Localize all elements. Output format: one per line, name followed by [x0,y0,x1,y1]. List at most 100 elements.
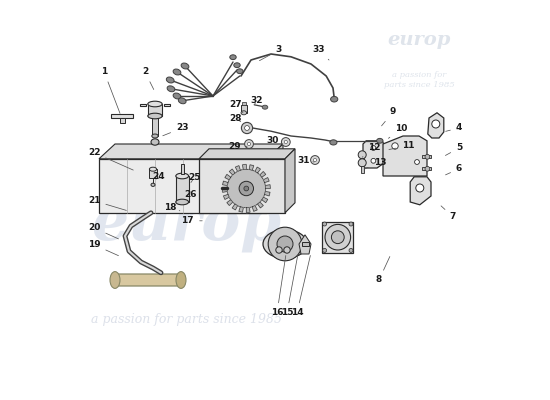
Bar [361,158,364,165]
Polygon shape [246,208,250,212]
Text: 27: 27 [229,100,243,113]
Polygon shape [229,169,235,175]
Text: 26: 26 [184,190,196,199]
Polygon shape [243,164,246,170]
Ellipse shape [148,101,162,107]
Circle shape [245,126,249,130]
Bar [148,104,162,116]
Polygon shape [410,177,431,205]
Ellipse shape [173,93,181,99]
Polygon shape [235,166,240,171]
Text: 28: 28 [229,114,242,123]
Bar [322,222,354,253]
Polygon shape [222,188,227,192]
Circle shape [268,227,302,261]
Text: 8: 8 [376,256,390,284]
Bar [176,176,189,202]
Polygon shape [164,104,170,106]
Circle shape [277,236,293,252]
Bar [99,159,267,213]
Bar [152,116,158,136]
Text: 22: 22 [88,148,133,170]
Circle shape [325,224,350,250]
Ellipse shape [377,138,383,143]
Circle shape [332,231,344,244]
Ellipse shape [151,183,155,186]
Text: a passion for
parts since 1985: a passion for parts since 1985 [384,71,454,89]
Text: 2: 2 [142,68,154,90]
Ellipse shape [152,134,158,138]
Circle shape [349,222,353,226]
Circle shape [245,140,254,148]
Ellipse shape [176,199,189,205]
Ellipse shape [178,98,186,104]
Text: 33: 33 [313,46,329,60]
Ellipse shape [150,167,157,171]
Text: a passion for parts since 1985: a passion for parts since 1985 [91,314,282,326]
Text: 24: 24 [153,172,166,181]
Polygon shape [265,192,270,196]
Polygon shape [223,181,228,186]
Circle shape [248,142,251,146]
Bar [422,155,431,158]
Ellipse shape [176,272,186,288]
Bar [180,164,184,174]
Circle shape [239,181,254,196]
Text: 17: 17 [182,216,202,225]
Text: 32: 32 [251,96,263,105]
Text: 30: 30 [267,136,283,145]
Circle shape [392,143,398,149]
Text: 11: 11 [389,142,414,150]
Polygon shape [257,202,263,208]
Circle shape [241,122,252,134]
Text: 18: 18 [164,204,180,212]
Text: 23: 23 [163,124,189,136]
Ellipse shape [331,96,338,102]
Polygon shape [265,185,270,188]
Text: 16: 16 [271,256,286,317]
Circle shape [432,120,440,128]
Circle shape [311,156,320,164]
Bar [111,114,134,118]
Polygon shape [199,149,295,159]
Circle shape [284,247,290,253]
Bar [120,118,125,123]
Ellipse shape [110,272,120,288]
Polygon shape [263,178,269,182]
Polygon shape [299,235,311,254]
Text: 31: 31 [298,156,314,165]
Polygon shape [99,144,283,159]
Text: 5: 5 [446,144,462,156]
Polygon shape [428,113,444,138]
Polygon shape [260,172,266,177]
Text: 19: 19 [88,240,118,256]
Circle shape [358,159,366,167]
Bar [361,166,364,173]
Ellipse shape [236,69,243,74]
Text: 6: 6 [446,164,462,175]
Circle shape [358,151,366,159]
Polygon shape [223,194,229,199]
Ellipse shape [263,230,307,258]
Text: 29: 29 [228,142,247,151]
Circle shape [323,222,327,226]
Circle shape [415,160,420,164]
Polygon shape [225,174,231,180]
Polygon shape [255,167,260,173]
Polygon shape [232,204,238,210]
Polygon shape [363,141,384,168]
Bar [422,167,431,170]
Text: 4: 4 [446,124,462,132]
Text: 12: 12 [362,144,381,157]
Circle shape [371,158,376,163]
Circle shape [244,186,249,191]
Polygon shape [140,104,146,106]
Polygon shape [239,207,243,212]
Bar [199,159,285,213]
Text: 20: 20 [88,224,118,239]
Polygon shape [267,144,283,213]
Ellipse shape [262,105,268,109]
Polygon shape [285,149,295,213]
Text: 3: 3 [260,46,282,61]
Ellipse shape [234,63,240,68]
